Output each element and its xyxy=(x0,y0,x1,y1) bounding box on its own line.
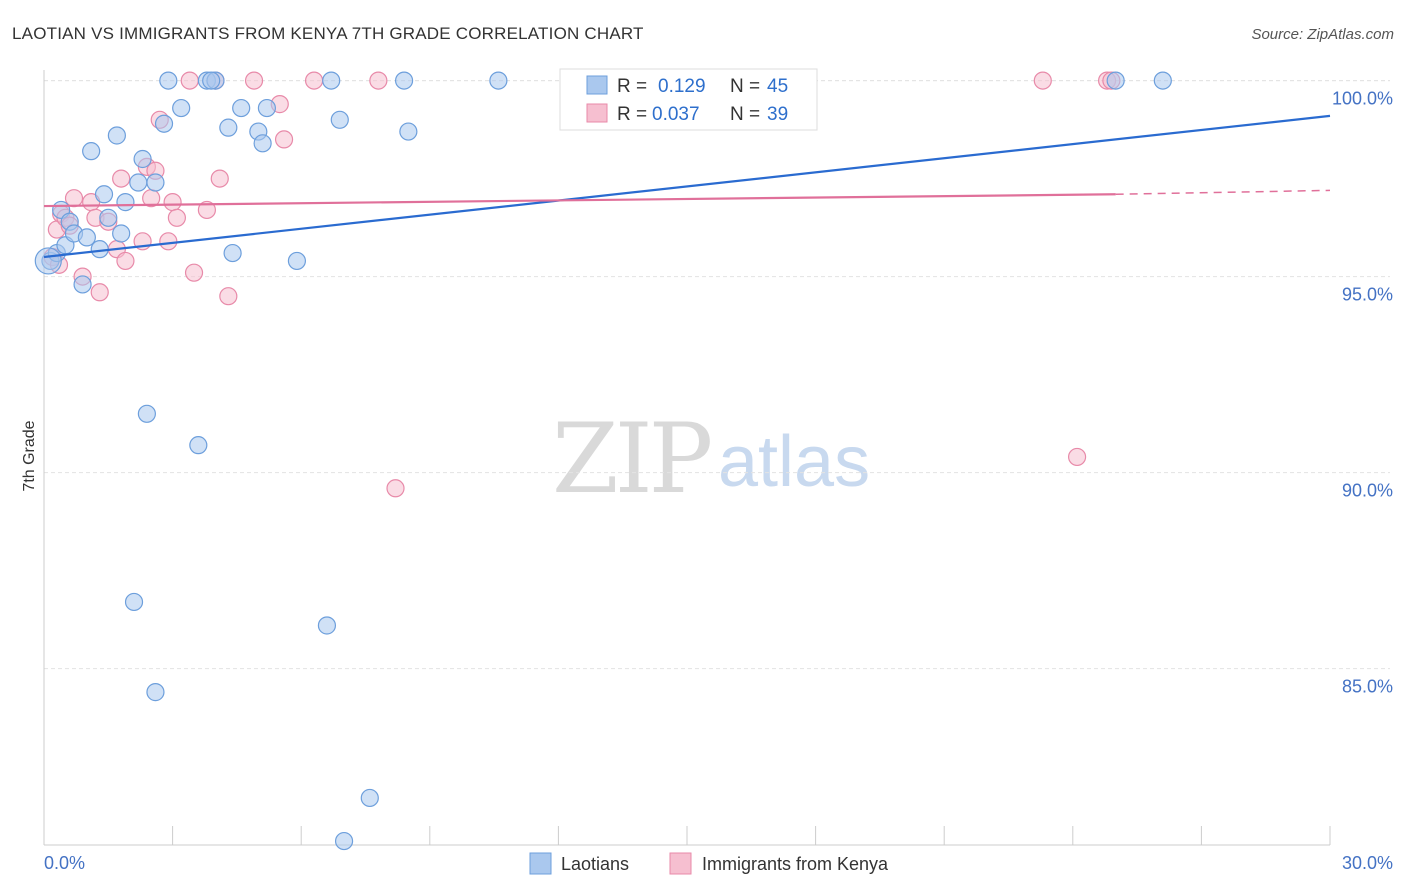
kenya-point xyxy=(1067,447,1087,467)
kenya-point xyxy=(163,193,182,212)
kenya-trend-line xyxy=(43,193,1116,208)
gridlines xyxy=(44,80,1390,670)
kenya-point xyxy=(90,283,109,302)
laotian-point xyxy=(94,185,114,204)
laotian-point xyxy=(189,436,208,455)
bottom-legend-label-kenya: Immigrants from Kenya xyxy=(702,854,889,874)
legend-swatch-kenya xyxy=(586,103,608,123)
laotian-point xyxy=(1106,71,1125,90)
y-tick-label: 95.0% xyxy=(1342,285,1393,305)
legend-r-value-kenya: 0.037 xyxy=(652,104,700,125)
laotian-point xyxy=(257,98,277,118)
laotian-point xyxy=(112,224,131,243)
laotian-point xyxy=(334,831,354,851)
kenya-point xyxy=(219,287,238,306)
laotian-point xyxy=(317,616,337,635)
kenya-point xyxy=(159,232,178,251)
y-tick-label: 85.0% xyxy=(1342,677,1393,697)
laotian-point xyxy=(172,98,191,118)
watermark-atlas: atlas xyxy=(718,422,870,502)
watermark: ZIP atlas xyxy=(552,403,870,515)
x-tick-label-min: 0.0% xyxy=(44,853,85,873)
laotian-point xyxy=(322,71,341,90)
laotian-point xyxy=(73,275,92,294)
legend-n-label-kenya: N = xyxy=(730,104,760,125)
kenya-point xyxy=(112,169,131,188)
legend-r-label-kenya: R = xyxy=(617,104,647,125)
kenya-point xyxy=(167,208,186,227)
laotian-point xyxy=(146,173,165,192)
legend-n-value-laotians: 45 xyxy=(767,76,788,97)
laotian-point xyxy=(202,71,221,90)
legend-r-value-laotians: 0.129 xyxy=(658,76,706,97)
x-tick-label-max: 30.0% xyxy=(1342,853,1393,873)
laotian-point xyxy=(99,208,118,227)
series-laotians xyxy=(34,71,1172,851)
laotian-point xyxy=(159,71,178,90)
laotian-point xyxy=(394,71,414,90)
laotian-point xyxy=(223,243,242,263)
laotian-point xyxy=(146,683,165,702)
bottom-legend: Laotians Immigrants from Kenya xyxy=(529,852,889,875)
laotians-trend-line xyxy=(43,114,1331,259)
laotian-point xyxy=(107,126,126,145)
watermark-zip: ZIP xyxy=(552,403,711,515)
laotian-point xyxy=(219,118,238,137)
kenya-point xyxy=(304,71,324,90)
kenya-point xyxy=(274,130,294,149)
kenya-point xyxy=(1033,71,1052,90)
laotian-point xyxy=(253,134,272,153)
kenya-point xyxy=(116,251,135,271)
legend-n-label-laotians: N = xyxy=(730,76,760,97)
trend-lines xyxy=(43,114,1331,259)
laotian-point xyxy=(82,142,101,161)
laotian-point xyxy=(34,247,62,275)
y-tick-label: 90.0% xyxy=(1342,481,1393,501)
chart-source: Source: ZipAtlas.com xyxy=(1251,26,1394,43)
laotian-point xyxy=(137,404,156,423)
legend-n-value-kenya: 39 xyxy=(767,104,788,125)
bottom-legend-swatch-kenya xyxy=(669,852,692,875)
y-axis-label: 7th Grade xyxy=(21,420,38,491)
laotian-point xyxy=(154,114,174,133)
stats-legend: R = 0.129 N = 45 R = 0.037 N = 39 xyxy=(559,68,818,131)
kenya-point xyxy=(244,71,264,90)
bottom-legend-label-laotians: Laotians xyxy=(561,854,629,874)
laotian-point xyxy=(77,228,96,247)
kenya-trend-line-extension xyxy=(1115,189,1331,196)
laotian-point xyxy=(1153,71,1172,90)
laotian-point xyxy=(116,193,135,212)
legend-r-label-laotians: R = xyxy=(617,76,647,97)
kenya-point xyxy=(369,71,388,90)
kenya-point xyxy=(184,263,204,282)
laotian-point xyxy=(287,251,307,271)
laotian-point xyxy=(360,788,379,808)
y-tick-labels: 85.0% 90.0% 95.0% 100.0% xyxy=(1332,89,1393,697)
laotian-point xyxy=(489,71,508,90)
kenya-point xyxy=(210,169,229,188)
laotian-point xyxy=(399,122,418,141)
kenya-point xyxy=(386,479,405,498)
laotian-point xyxy=(232,98,251,118)
laotian-point xyxy=(124,592,144,612)
bottom-legend-swatch-laotians xyxy=(529,852,552,875)
legend-swatch-laotians xyxy=(586,75,608,95)
laotian-point xyxy=(133,149,152,169)
x-tick-marks xyxy=(43,826,1331,845)
laotian-point xyxy=(129,173,148,192)
chart-title: LAOTIAN VS IMMIGRANTS FROM KENYA 7TH GRA… xyxy=(12,24,644,43)
kenya-point xyxy=(180,71,199,90)
kenya-point xyxy=(197,200,216,220)
laotian-point xyxy=(330,110,349,129)
y-tick-label: 100.0% xyxy=(1332,89,1393,109)
